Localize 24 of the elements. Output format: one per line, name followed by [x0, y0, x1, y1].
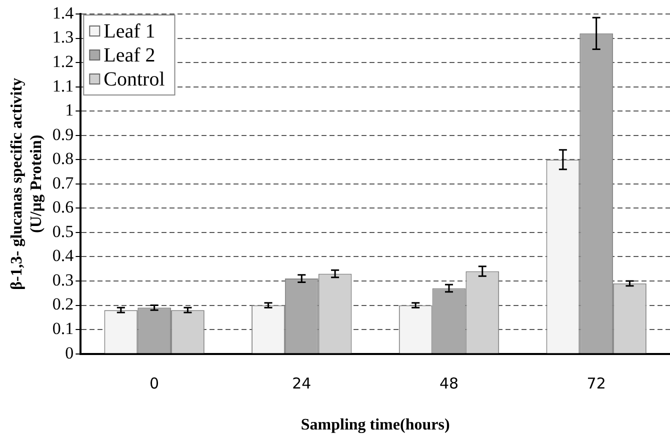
- y-tick-label: 1.2: [52, 52, 74, 72]
- x-tick-label: 48: [439, 374, 459, 393]
- y-tick-label: 0.7: [52, 173, 74, 192]
- x-tick-label: 72: [586, 374, 606, 393]
- y-tick-label: 1.3: [52, 28, 74, 47]
- legend-label: Leaf 2: [104, 44, 156, 66]
- y-tick-label: 0.4: [52, 246, 74, 266]
- y-tick-label: 0.2: [52, 294, 74, 314]
- y-tick-label: 1.1: [52, 76, 74, 96]
- y-tick-label: 0.3: [52, 270, 74, 290]
- y-tick-label: 0.5: [52, 222, 74, 241]
- y-tick-label: 0.6: [52, 198, 74, 217]
- legend-label: Leaf 1: [104, 20, 156, 42]
- y-axis-title: β-1,3- glucanas specific activity (U/µg Protein): [8, 78, 45, 290]
- y-tick-label: 0.9: [52, 124, 74, 144]
- x-tick-label: 0: [150, 374, 160, 393]
- y-tick-label: 0: [65, 343, 74, 362]
- y-tick-label: 0.8: [52, 149, 74, 168]
- x-axis-title: Sampling time(hours): [300, 416, 450, 434]
- y-tick-label: 0.1: [52, 318, 74, 338]
- y-tick-label: 1: [65, 100, 74, 120]
- y-tick-label: 1.4: [52, 3, 74, 22]
- x-tick-label: 24: [292, 374, 312, 393]
- legend-label: Control: [104, 68, 166, 90]
